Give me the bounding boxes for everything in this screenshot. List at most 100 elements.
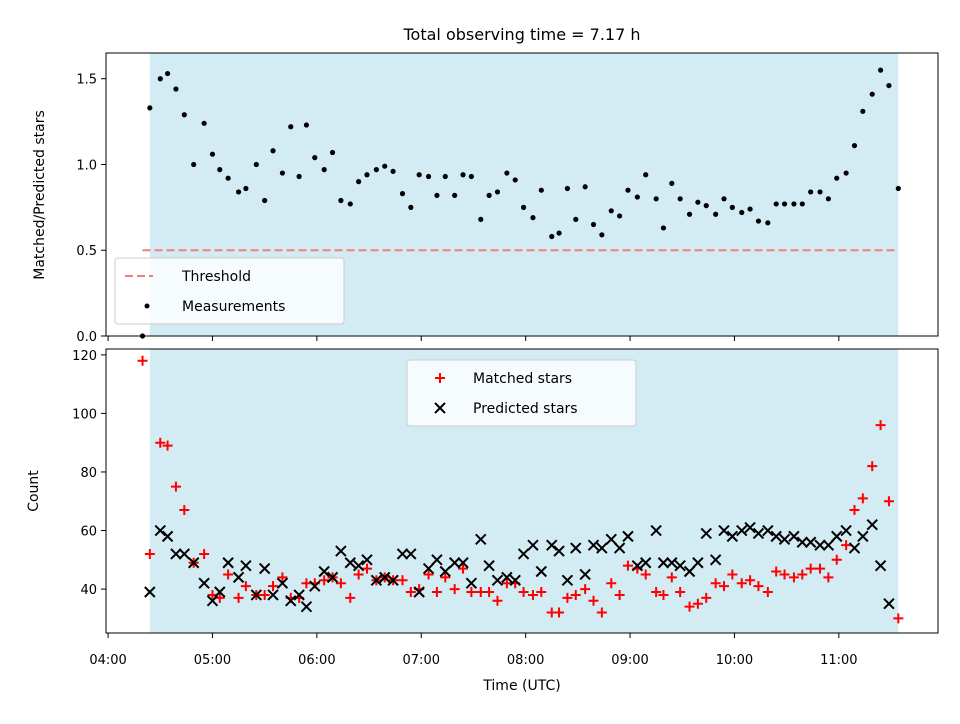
predicted-star-point xyxy=(509,574,521,587)
predicted-star-point xyxy=(293,589,305,601)
top-x-axis-ticks xyxy=(107,336,840,341)
predicted-star-point xyxy=(448,557,461,569)
measurement-point xyxy=(843,170,849,176)
matched-star-point xyxy=(144,548,155,559)
predicted-star-point xyxy=(700,527,712,540)
legend-predicted-swatch xyxy=(434,402,446,414)
measurement-point xyxy=(408,204,414,210)
matched-star-point xyxy=(614,589,625,600)
predicted-star-point xyxy=(650,524,662,537)
matched-star-point xyxy=(527,589,538,600)
bottom-y-tick-label: 120 xyxy=(72,349,97,364)
predicted-star-point xyxy=(431,554,443,566)
predicted-star-point xyxy=(744,521,756,534)
measurement-point xyxy=(677,196,683,202)
measurement-point xyxy=(617,213,623,219)
measurement-point xyxy=(755,218,762,224)
matched-star-point xyxy=(536,587,547,598)
top-legend: Threshold Measurements xyxy=(114,257,345,325)
measurement-point xyxy=(235,189,242,195)
measurement-point xyxy=(703,203,709,209)
matched-star-point xyxy=(893,613,904,624)
matched-star-point xyxy=(701,592,712,603)
measurement-point xyxy=(356,179,362,185)
predicted-star-point xyxy=(475,533,487,546)
measurements-series xyxy=(139,67,901,339)
measurement-point xyxy=(739,209,745,216)
measurement-point xyxy=(201,120,207,126)
predicted-star-point xyxy=(857,530,869,543)
predicted-star-point xyxy=(726,530,739,543)
measurement-point xyxy=(851,143,858,149)
predicted-star-point xyxy=(187,557,200,569)
predicted-star-point xyxy=(883,598,895,610)
predicted-star-point xyxy=(309,580,321,592)
measurement-point xyxy=(808,189,814,195)
measurement-point xyxy=(747,206,753,212)
matched-star-point xyxy=(458,563,469,574)
matched-star-point xyxy=(771,566,782,577)
predicted-star-point xyxy=(198,577,210,589)
predicted-star-point xyxy=(361,554,373,566)
bottom-x-tick-label: 08:00 xyxy=(507,653,544,668)
predicted-star-point xyxy=(178,548,191,560)
measurement-point xyxy=(504,170,510,176)
predicted-star-point xyxy=(396,548,409,560)
predicted-star-point xyxy=(639,557,652,569)
measurement-point xyxy=(895,185,901,192)
predicted-star-point xyxy=(796,536,808,548)
measurement-point xyxy=(686,211,693,217)
matched-star-point xyxy=(431,587,442,598)
predicted-star-point xyxy=(822,539,835,551)
measurement-point xyxy=(886,82,892,89)
predicted-star-point xyxy=(161,530,174,543)
matched-star-point xyxy=(883,496,894,507)
predicted-star-point xyxy=(335,545,347,557)
matched-star-point xyxy=(440,572,451,583)
matched-star-point xyxy=(170,481,181,492)
measurement-point xyxy=(347,201,353,207)
bottom-x-tick-label: 11:00 xyxy=(820,653,857,668)
predicted-star-point xyxy=(622,530,634,543)
measurement-point xyxy=(494,189,501,195)
bottom-x-tick-label: 04:00 xyxy=(89,653,126,668)
predicted-star-point xyxy=(570,542,582,554)
bottom-x-tick-label: 07:00 xyxy=(403,653,440,668)
measurement-point xyxy=(425,173,432,180)
measurement-point xyxy=(303,122,310,128)
matched-star-point xyxy=(651,587,662,598)
predicted-star-point xyxy=(596,542,608,554)
matched-star-point xyxy=(588,595,599,606)
matched-star-point xyxy=(753,581,764,592)
measurement-point xyxy=(549,233,555,240)
predicted-star-point xyxy=(657,557,670,569)
measurement-point xyxy=(434,192,440,198)
measurement-point xyxy=(799,201,805,207)
measurement-point xyxy=(288,124,294,130)
measurement-point xyxy=(520,204,527,210)
measurement-point xyxy=(791,201,797,207)
bottom-x-tick-label: 09:00 xyxy=(611,653,648,668)
predicted-star-point xyxy=(561,574,574,587)
measurement-point xyxy=(869,91,875,97)
measurement-point xyxy=(573,216,579,222)
predicted-star-point xyxy=(778,533,791,546)
matched-star-point xyxy=(857,493,868,504)
matched-star-point xyxy=(718,581,729,592)
measurement-point xyxy=(582,184,588,190)
matched-star-point xyxy=(397,575,408,586)
matched-star-point xyxy=(762,587,773,598)
predicted-star-point xyxy=(370,574,383,587)
measurement-point xyxy=(653,196,659,202)
measurement-point xyxy=(695,199,701,205)
measurement-point xyxy=(147,105,153,111)
predicted-star-point xyxy=(718,524,730,537)
legend-matched-label: Matched stars xyxy=(473,371,572,387)
measurement-point xyxy=(373,167,379,173)
legend-measurements-label: Measurements xyxy=(182,299,285,315)
matched-star-point xyxy=(301,578,312,589)
matched-star-point xyxy=(692,598,703,609)
predicted-star-point xyxy=(788,530,800,543)
predicted-star-point xyxy=(605,533,617,546)
predicted-stars-series xyxy=(145,520,895,613)
